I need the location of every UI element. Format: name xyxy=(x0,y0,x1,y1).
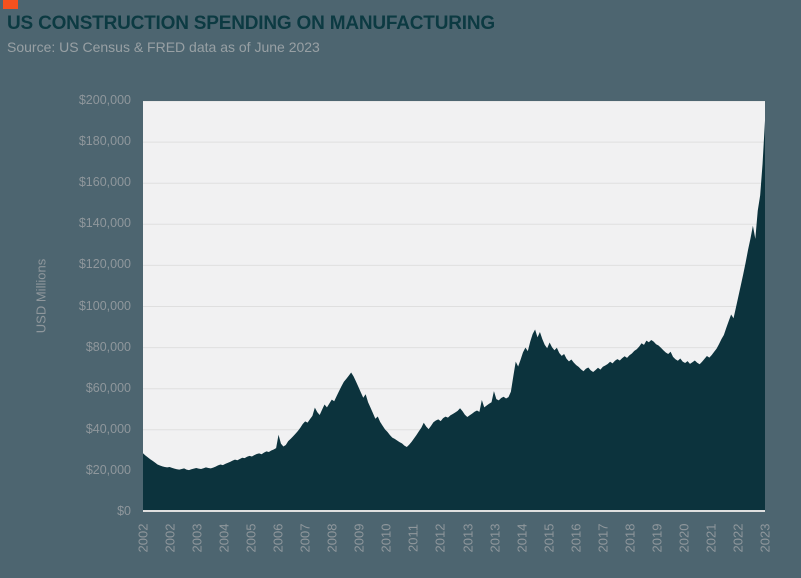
y-tick-label: $40,000 xyxy=(85,421,131,436)
x-tick-label: 2011 xyxy=(405,524,421,552)
x-tick-label: 2002 xyxy=(135,523,151,553)
x-tick-label: 2018 xyxy=(622,523,638,553)
y-tick-label: $100,000 xyxy=(78,298,131,313)
x-tick-label: 2017 xyxy=(595,523,611,553)
plot-area xyxy=(143,101,765,512)
page-title: US CONSTRUCTION SPENDING ON MANUFACTURIN… xyxy=(7,13,495,34)
x-tick-label: 2008 xyxy=(324,523,340,553)
x-tick-label: 2013 xyxy=(487,523,503,553)
x-tick-label: 2012 xyxy=(432,523,448,553)
y-tick-label: $60,000 xyxy=(85,380,131,395)
y-tick-label: $180,000 xyxy=(78,134,131,149)
x-tick-label: 2015 xyxy=(541,523,557,553)
y-tick-label: $120,000 xyxy=(78,257,131,272)
y-tick-label: $140,000 xyxy=(78,216,131,231)
area-series xyxy=(143,120,765,512)
y-tick-label: $20,000 xyxy=(85,462,131,477)
x-tick-label: 2014 xyxy=(514,523,530,553)
x-tick-label: 2003 xyxy=(189,523,205,553)
x-tick-label: 2006 xyxy=(270,523,286,553)
y-tick-label: $160,000 xyxy=(78,175,131,190)
y-tick-label: $0 xyxy=(117,504,131,518)
x-tick-label: 2023 xyxy=(757,523,773,553)
x-tick-label: 2005 xyxy=(243,523,259,553)
chart-source-subtitle: Source: US Census & FRED data as of June… xyxy=(7,39,320,55)
x-tick-label: 2021 xyxy=(703,523,719,553)
x-tick-label: 2009 xyxy=(351,523,367,553)
x-tick-label: 2002 xyxy=(162,523,178,553)
y-tick-label: $200,000 xyxy=(78,93,131,107)
x-tick-label: 2016 xyxy=(568,523,584,553)
y-tick-label: $80,000 xyxy=(85,339,131,354)
x-tick-label: 2013 xyxy=(460,523,476,553)
x-tick-label: 2019 xyxy=(649,523,665,553)
x-tick-label: 2007 xyxy=(297,523,313,553)
x-tick-label: 2010 xyxy=(378,523,394,553)
x-tick-label: 2020 xyxy=(676,523,692,553)
x-tick-label: 2004 xyxy=(216,523,232,553)
x-tick-label: 2022 xyxy=(730,523,746,553)
accent-square xyxy=(3,0,18,9)
area-chart xyxy=(143,101,765,512)
